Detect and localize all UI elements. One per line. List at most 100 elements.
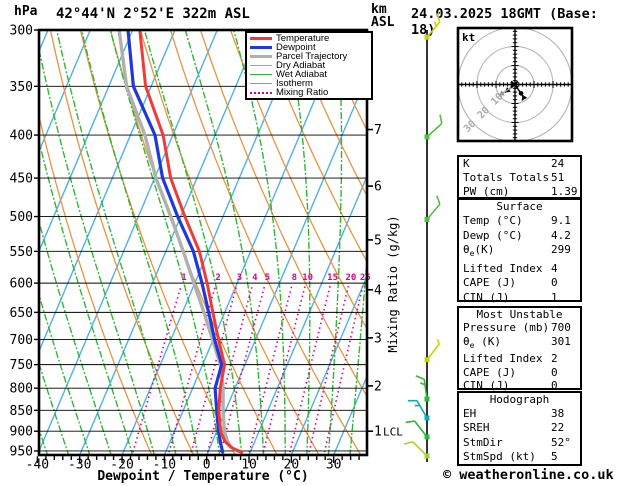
svg-text:400: 400 — [10, 129, 33, 144]
legend-label: Wet Adiabat — [276, 69, 328, 80]
svg-text:2: 2 — [215, 273, 220, 283]
svg-text:6: 6 — [374, 180, 382, 195]
stat-value: 51 — [551, 171, 565, 184]
isobar-lines — [39, 85, 367, 452]
stat-value: 0 — [551, 379, 558, 393]
legend-item: Dewpoint — [250, 43, 371, 52]
table-header: Surface — [496, 200, 543, 213]
hodograph-border — [456, 26, 574, 143]
stat-value: 2 — [551, 352, 558, 366]
svg-text:3: 3 — [237, 273, 242, 283]
table-row: Pressure (mb) 700 — [459, 321, 580, 334]
dewpoint-curve — [126, 30, 225, 454]
pressure-axis-unit: hPa — [14, 4, 38, 19]
stat-value: 700 — [551, 321, 571, 335]
wind-barb — [415, 375, 430, 402]
table-row: θe (K) 301 — [459, 335, 580, 353]
svg-text:10: 10 — [241, 458, 257, 473]
stat-value: 9.1 — [551, 214, 571, 228]
stat-label: θe(K) — [463, 243, 495, 259]
table-row: CAPE (J) 0 — [459, 366, 580, 379]
svg-text:800: 800 — [10, 382, 33, 397]
stat-label: Lifted Index — [463, 261, 543, 275]
hodograph-unit-label: kt — [462, 31, 475, 44]
stat-label: StmSpd (kt) — [463, 449, 536, 463]
stat-label: Temp (°C) — [463, 214, 523, 228]
svg-text:700: 700 — [10, 333, 33, 348]
wind-barb — [424, 114, 443, 140]
stat-label: Pressure (mb) — [463, 321, 550, 335]
stat-value: 4 — [551, 261, 558, 275]
stat-label: K — [463, 157, 470, 170]
temperature-curve — [138, 30, 244, 454]
stat-table-indices: K 24 Totals Totals 51 PW (cm) 1.39 — [457, 155, 582, 199]
table-row: K 24 — [459, 157, 580, 171]
stat-label: StmDir — [463, 435, 503, 449]
wind-barb — [403, 441, 430, 459]
stat-table-most-unstable: Most Unstable Pressure (mb) 700 θe (K) 301 Li… — [457, 306, 582, 392]
table-row: CIN (J) 0 — [459, 379, 580, 392]
legend-swatch-dewpoint — [250, 46, 272, 49]
legend-item: Dry Adiabat — [250, 61, 371, 70]
legend-label: Isotherm — [276, 78, 313, 89]
table-row: StmDir 52° — [459, 436, 580, 450]
stat-label: CAPE (J) — [463, 276, 516, 290]
table-row: CAPE (J) 0 — [459, 276, 580, 290]
stat-value: 5 — [551, 449, 558, 463]
svg-text:500: 500 — [10, 210, 33, 225]
wind-barb — [424, 339, 441, 363]
legend-item: Temperature — [250, 34, 371, 43]
legend-item: Isotherm — [250, 79, 371, 88]
svg-text:1: 1 — [181, 273, 186, 283]
stat-value: 4.2 — [551, 228, 571, 242]
legend: Temperature Dewpoint Parcel Trajectory Dry … — [245, 31, 373, 100]
stat-value: 22 — [551, 421, 565, 435]
stat-label: θe (K) — [463, 334, 501, 350]
altitude-axis-unit: km ASL — [371, 2, 395, 30]
legend-label: Temperature — [276, 33, 330, 44]
stat-label: Totals Totals — [463, 171, 550, 184]
plot-border — [37, 28, 369, 457]
svg-text:10: 10 — [302, 273, 313, 283]
svg-text:5: 5 — [374, 233, 382, 248]
parcel-trajectory-curve — [117, 30, 243, 454]
page-title: 42°44'N 2°52'E 322m ASL — [56, 6, 250, 22]
wind-barb — [405, 420, 430, 440]
svg-text:950: 950 — [10, 444, 33, 459]
svg-text:-20: -20 — [110, 458, 133, 473]
table-row: Lifted Index 2 — [459, 352, 580, 365]
legend-swatch-temperature — [250, 37, 272, 40]
stat-label: Dewp (°C) — [463, 228, 523, 242]
stat-value: 0 — [551, 365, 558, 379]
svg-text:300: 300 — [10, 24, 33, 39]
stat-table-surface: Surface Temp (°C) 9.1 Dewp (°C) 4.2 θe(K) 299 L… — [457, 198, 582, 304]
stat-value: 301 — [551, 334, 571, 348]
svg-text:1: 1 — [374, 425, 382, 440]
pressure-tick-labels: 300 350 400 450 500 550 600 650 700 750 800 850 900 9… — [10, 24, 39, 459]
svg-text:5: 5 — [265, 273, 270, 283]
stat-label: CIN (J) — [463, 290, 510, 304]
svg-text:550: 550 — [10, 245, 33, 260]
altitude-tick-labels: 7 6 5 4 3 2 1 LCL — [367, 123, 403, 440]
stat-table-hodograph: Hodograph EH 38 SREH 22 StmDir 52° StmSpd (kt) 5 — [457, 391, 582, 466]
legend-item: Mixing Ratio — [250, 88, 371, 97]
svg-text:2: 2 — [374, 379, 382, 394]
stat-label: PW (cm) — [463, 185, 510, 198]
legend-label: Parcel Trajectory — [276, 51, 348, 62]
mixing-ratio-labels: 1 2 3 4 5 8 10 15 20 25 — [181, 273, 371, 283]
table-row: StmSpd (kt) 5 — [459, 450, 580, 464]
svg-text:15: 15 — [327, 273, 338, 283]
stat-label: CAPE (J) — [463, 365, 516, 379]
legend-item: Wet Adiabat — [250, 70, 371, 79]
stat-value: 1 — [551, 290, 558, 304]
legend-label: Dry Adiabat — [276, 60, 326, 71]
svg-text:650: 650 — [10, 306, 33, 321]
svg-text:25: 25 — [360, 273, 371, 283]
table-header: Hodograph — [489, 393, 550, 406]
table-row: EH 38 — [459, 407, 580, 421]
stat-label: SREH — [463, 421, 490, 435]
table-row: Lifted Index 4 — [459, 262, 580, 276]
table-row: Dewp (°C) 4.2 — [459, 229, 580, 243]
